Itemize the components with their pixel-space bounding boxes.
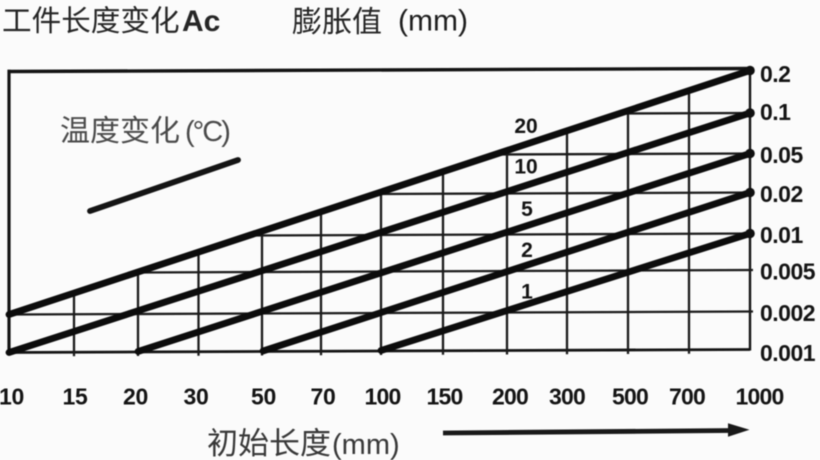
- svg-text:0.1: 0.1: [760, 99, 791, 125]
- svg-text:0.02: 0.02: [760, 181, 803, 207]
- svg-text:0.001: 0.001: [760, 340, 816, 366]
- svg-text:70: 70: [311, 384, 336, 410]
- svg-text:500: 500: [612, 384, 648, 410]
- svg-text:50: 50: [251, 384, 276, 410]
- svg-text:10: 10: [0, 384, 24, 410]
- svg-text:2: 2: [521, 239, 533, 262]
- svg-text:0.2: 0.2: [760, 61, 790, 87]
- svg-text:200: 200: [492, 384, 528, 410]
- svg-text:0.01: 0.01: [760, 222, 803, 248]
- svg-text:10: 10: [514, 156, 537, 179]
- svg-text:0.002: 0.002: [760, 300, 815, 326]
- svg-text:100: 100: [365, 384, 401, 410]
- svg-text:Ac: Ac: [182, 5, 220, 38]
- svg-text:20: 20: [514, 115, 537, 138]
- svg-text:5: 5: [521, 198, 533, 221]
- svg-text:0.05: 0.05: [760, 142, 803, 168]
- svg-text:20: 20: [123, 384, 148, 410]
- svg-text:0.005: 0.005: [760, 259, 816, 285]
- svg-text:(°C): (°C): [185, 116, 229, 148]
- svg-text:150: 150: [427, 384, 463, 410]
- svg-text:1: 1: [521, 281, 533, 304]
- svg-text:700: 700: [669, 384, 705, 410]
- svg-text:300: 300: [549, 384, 585, 410]
- svg-text:15: 15: [63, 384, 88, 410]
- svg-text:1000: 1000: [736, 384, 784, 410]
- svg-text:30: 30: [184, 384, 209, 410]
- svg-text:(mm): (mm): [398, 5, 468, 38]
- svg-text:(mm): (mm): [332, 429, 400, 460]
